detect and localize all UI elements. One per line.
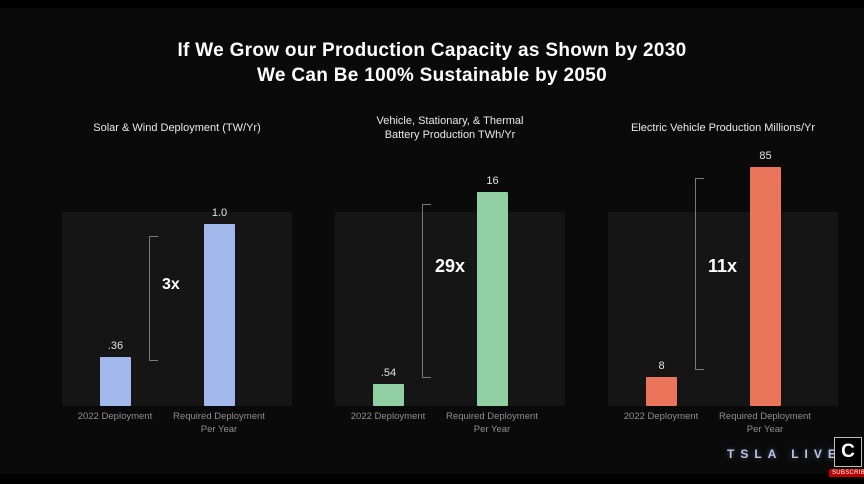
x-axis-label-line: Required Deployment [446, 411, 538, 422]
bar-rect [100, 357, 131, 406]
slide-title-line2: We Can Be 100% Sustainable by 2050 [257, 65, 607, 86]
multiplier-label: 29x [435, 256, 466, 276]
x-axis-label-required: Required Deployment Per Year [164, 410, 274, 436]
chart-battery-production: Vehicle, Stationary, & Thermal Battery P… [335, 108, 565, 448]
multiplier-bracket [149, 236, 158, 361]
x-axis-label-2022: 2022 Deployment [623, 411, 699, 422]
subscribe-button[interactable]: SUBSCRIBE [829, 469, 864, 477]
bar-value-label: 8 [658, 360, 665, 372]
chart-battery-title: Vehicle, Stationary, & Thermal Battery P… [310, 108, 590, 148]
chart-plot-area [335, 212, 565, 406]
chart-ev-production: Electric Vehicle Production Millions/Yr … [608, 108, 838, 448]
bar-required-deployment: 16 [477, 175, 508, 406]
chart-solar-wind-title: Solar & Wind Deployment (TW/Yr) [37, 108, 317, 148]
x-axis-label-2022: 2022 Deployment [350, 411, 426, 422]
x-axis-label-required: Required Deployment Per Year [710, 410, 820, 436]
multiplier-bracket [422, 204, 431, 378]
bar-value-label: .36 [107, 340, 124, 352]
chart-title-line: Vehicle, Stationary, & Thermal [376, 115, 524, 127]
multiplier-label: 3x [162, 276, 180, 293]
chart-plot-area [608, 212, 838, 406]
chart-ev-title: Electric Vehicle Production Millions/Yr [583, 108, 863, 148]
bar-value-label: 16 [486, 175, 499, 187]
x-axis-label-required: Required Deployment Per Year [437, 410, 547, 436]
x-axis-label-2022: 2022 Deployment [77, 411, 153, 422]
bar-value-label: 85 [759, 150, 772, 162]
multiplier-bracket [695, 178, 704, 370]
chart-plot-area [62, 212, 292, 406]
bar-rect [204, 224, 235, 406]
channel-logo-letter: C [841, 441, 855, 462]
bar-value-label: .54 [380, 367, 397, 379]
x-axis-label-line: Per Year [473, 424, 511, 435]
chart-title-line: Solar & Wind Deployment (TW/Yr) [93, 122, 261, 134]
bar-rect [373, 384, 404, 406]
slide-background: If We Grow our Production Capacity as Sh… [0, 8, 864, 474]
x-axis-label-line: Per Year [200, 424, 238, 435]
x-axis-label-line: Per Year [746, 424, 784, 435]
chart-solar-wind: Solar & Wind Deployment (TW/Yr) .36 1.0 … [62, 108, 292, 448]
slide-title-line1: If We Grow our Production Capacity as Sh… [177, 40, 687, 61]
slide-title: If We Grow our Production Capacity as Sh… [0, 38, 864, 88]
chart-title-line: Battery Production TWh/Yr [384, 129, 516, 141]
channel-watermark-text: TSLA LIVE [727, 447, 842, 461]
chart-title-line: Electric Vehicle Production Millions/Yr [630, 122, 816, 134]
bar-required-deployment: 85 [750, 150, 781, 406]
bar-2022-deployment: 8 [646, 360, 677, 406]
bar-required-deployment: 1.0 [204, 207, 235, 406]
channel-logo[interactable]: C [834, 437, 862, 467]
bar-rect [477, 192, 508, 406]
x-axis-label-line: Required Deployment [719, 411, 811, 422]
bar-rect [646, 377, 677, 406]
bar-rect [750, 167, 781, 406]
multiplier-label: 11x [708, 256, 738, 276]
bar-2022-deployment: .54 [373, 367, 404, 406]
bar-2022-deployment: .36 [100, 340, 131, 406]
bar-value-label: 1.0 [211, 207, 228, 219]
x-axis-label-line: Required Deployment [173, 411, 265, 422]
